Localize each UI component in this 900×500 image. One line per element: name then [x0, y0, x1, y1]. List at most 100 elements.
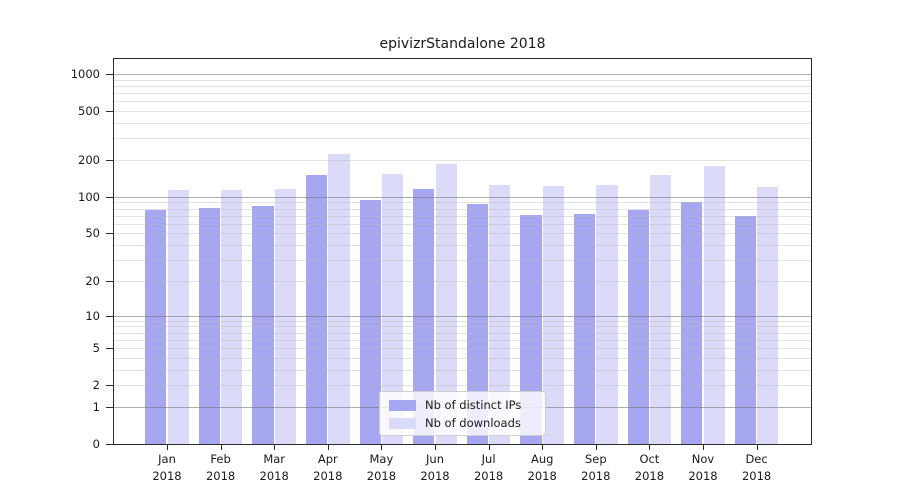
bar-downloads: [382, 173, 404, 444]
y-tick-label: 2: [92, 378, 100, 393]
x-tick-label-month: Jun: [426, 452, 444, 466]
bar-distinct-ips: [734, 215, 756, 444]
gridline-minor: [114, 123, 811, 124]
legend-swatch-distinct-ips: [389, 399, 416, 411]
gridline-minor: [114, 332, 811, 334]
y-tick-mark: [106, 160, 113, 161]
x-tick-label-month: Feb: [210, 452, 231, 466]
bar-distinct-ips: [305, 175, 328, 444]
x-tick-label: May 2018: [353, 451, 409, 485]
chart-title: epivizrStandalone 2018: [379, 36, 546, 52]
legend-label-distinct-ips: Nb of distinct IPs: [425, 398, 522, 412]
y-tick-label: 200: [78, 153, 100, 167]
x-tick-mark: [756, 445, 758, 450]
gridline-minor: [114, 260, 811, 262]
gridline-minor: [114, 223, 811, 225]
gridline-major: [114, 315, 811, 317]
bar-distinct-ips: [198, 208, 220, 444]
y-tick-mark: [106, 406, 113, 408]
y-tick-label: 100: [78, 189, 100, 204]
x-tick-label: Nov 2018: [675, 451, 731, 485]
y-tick-label: 1000: [70, 67, 100, 81]
x-tick-label-year: 2018: [634, 469, 665, 483]
x-tick-label-year: 2018: [527, 469, 557, 483]
x-tick-label-year: 2018: [366, 469, 397, 483]
x-tick-mark: [167, 445, 168, 450]
legend-entry-distinct-ips: Nb of distinct IPs: [389, 398, 536, 412]
x-tick-label-year: 2018: [205, 469, 236, 483]
gridline-minor: [114, 348, 811, 349]
x-tick-mark: [220, 445, 222, 450]
y-tick-mark: [106, 315, 113, 317]
y-tick-label: 500: [78, 104, 100, 119]
x-tick-label-month: Oct: [639, 452, 660, 466]
x-tick-label: Feb 2018: [193, 451, 249, 485]
y-tick-label: 0: [92, 437, 100, 451]
gridline-minor: [114, 111, 811, 113]
y-tick-mark: [106, 111, 113, 113]
x-tick-label-month: Jul: [481, 452, 496, 466]
bar-distinct-ips: [466, 203, 488, 444]
legend: Nb of distinct IPs Nb of downloads: [379, 391, 546, 436]
y-tick-mark: [106, 196, 113, 198]
legend-label-downloads: Nb of downloads: [425, 416, 521, 430]
bar-downloads: [596, 185, 618, 444]
x-tick-mark: [542, 445, 544, 450]
gridline-minor: [114, 93, 811, 95]
bar-distinct-ips: [145, 210, 167, 444]
x-tick-label: Jul 2018: [461, 451, 517, 485]
x-tick-label: Aug 2018: [514, 451, 570, 485]
gridline-major: [114, 196, 811, 198]
gridline-minor: [114, 138, 811, 140]
y-tick-label: 10: [85, 308, 100, 323]
x-tick-label-month: Apr: [317, 452, 338, 466]
y-tick-mark: [106, 385, 113, 387]
bar-downloads: [221, 189, 243, 444]
x-tick-mark: [649, 445, 651, 450]
x-tick-label: Oct 2018: [621, 451, 677, 485]
x-tick-mark: [274, 445, 276, 450]
gridline-minor: [114, 245, 811, 247]
gridline-minor: [114, 208, 811, 210]
gridline-minor: [114, 101, 811, 103]
x-tick-label-year: 2018: [741, 469, 772, 483]
bar-downloads: [167, 189, 189, 444]
legend-entry-downloads: Nb of downloads: [389, 416, 536, 430]
x-tick-label: Jan 2018: [139, 451, 195, 485]
x-tick-label-year: 2018: [259, 469, 289, 483]
x-tick-label-year: 2018: [313, 469, 343, 483]
y-tick-label: 1: [92, 399, 100, 414]
gridline-minor: [114, 326, 811, 328]
x-tick-label-year: 2018: [688, 469, 718, 483]
x-tick-label: Jun 2018: [407, 451, 463, 485]
gridline-minor: [114, 85, 811, 87]
bar-downloads: [542, 185, 565, 444]
x-tick-label: Sep 2018: [568, 451, 624, 485]
x-tick-label-month: Sep: [584, 452, 607, 466]
gridline-minor: [114, 160, 811, 161]
gridline-major: [114, 74, 811, 75]
bar-downloads: [489, 185, 511, 444]
x-tick-label: Dec 2018: [729, 451, 785, 485]
gridline-minor: [114, 339, 811, 341]
gridline-minor: [114, 385, 811, 387]
x-tick-label-month: May: [369, 452, 394, 466]
bar-downloads: [703, 165, 725, 444]
x-tick-label-month: Nov: [691, 452, 715, 466]
x-tick-mark: [488, 445, 490, 450]
y-tick-mark: [106, 233, 113, 235]
y-tick-mark: [106, 348, 113, 349]
x-tick-label-year: 2018: [420, 469, 450, 483]
y-tick-mark: [106, 444, 113, 445]
legend-swatch-downloads: [389, 417, 416, 429]
x-tick-mark: [435, 445, 436, 450]
x-tick-label: Apr 2018: [300, 451, 356, 485]
bar-downloads: [435, 164, 457, 444]
y-tick-label: 5: [92, 341, 100, 355]
bar-downloads: [650, 175, 672, 444]
x-tick-label-year: 2018: [152, 469, 182, 483]
x-tick-mark: [595, 445, 597, 450]
gridline-minor: [114, 280, 811, 282]
bar-distinct-ips: [252, 206, 274, 444]
